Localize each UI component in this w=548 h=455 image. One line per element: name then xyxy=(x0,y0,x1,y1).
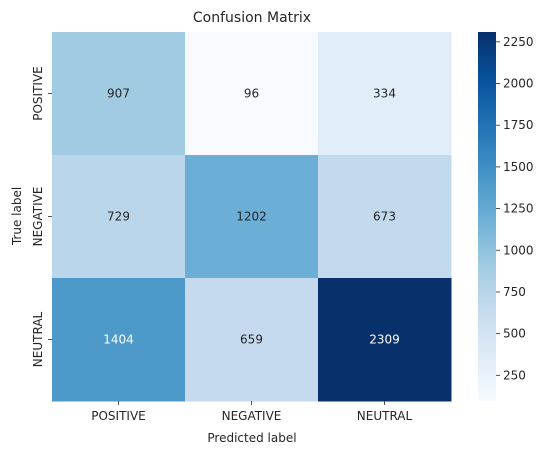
colorbar-tick-label: 250 xyxy=(503,368,526,382)
colorbar-ticks: 250 500 750 1000 1250 1500 1750 2000 2250 xyxy=(496,35,534,382)
colorbar-tick-label: 2250 xyxy=(503,35,534,49)
y-tick-label: POSITIVE xyxy=(31,66,45,121)
x-axis-ticks: POSITIVE NEGATIVE NEUTRAL xyxy=(91,401,413,423)
heatmap-cell xyxy=(185,278,319,402)
x-axis-label: Predicted label xyxy=(207,431,296,445)
cell-value-label: 96 xyxy=(244,87,259,101)
heatmap-cell xyxy=(52,32,186,156)
colorbar-tick-label: 500 xyxy=(503,327,526,341)
y-tick-label: NEGATIVE xyxy=(31,187,45,247)
y-tick-label: NEUTRAL xyxy=(31,311,45,367)
heatmap-cell xyxy=(52,278,186,402)
colorbar-tick-label: 1750 xyxy=(503,118,534,132)
y-axis-ticks: POSITIVE NEGATIVE NEUTRAL xyxy=(31,66,52,367)
heatmap-cell xyxy=(318,278,452,402)
colorbar-tick-label: 2000 xyxy=(503,77,534,91)
colorbar-tick-label: 750 xyxy=(503,285,526,299)
cell-value-label: 334 xyxy=(373,87,396,101)
heatmap-cell xyxy=(185,155,319,279)
cell-value-label: 729 xyxy=(107,210,130,224)
colorbar-tick-label: 1500 xyxy=(503,160,534,174)
cell-value-label: 1202 xyxy=(236,210,267,224)
x-tick-label: NEUTRAL xyxy=(357,409,413,423)
heatmap-cell xyxy=(52,155,186,279)
chart-title: Confusion Matrix xyxy=(193,10,311,26)
colorbar-tick-label: 1250 xyxy=(503,202,534,216)
cell-value-label: 659 xyxy=(240,333,263,347)
y-axis-label: True label xyxy=(10,187,24,246)
heatmap-cell xyxy=(318,32,452,156)
x-tick-label: NEGATIVE xyxy=(222,409,282,423)
heatmap-cell xyxy=(185,32,319,156)
x-tick-label: POSITIVE xyxy=(91,409,146,423)
colorbar-tick-label: 1000 xyxy=(503,243,534,257)
heatmap-cells: 907 96 334 729 1202 673 1404 659 2309 xyxy=(52,32,452,402)
cell-value-label: 2309 xyxy=(369,333,400,347)
cell-value-label: 907 xyxy=(107,87,130,101)
heatmap-cell xyxy=(318,155,452,279)
cell-value-label: 673 xyxy=(373,210,396,224)
colorbar xyxy=(478,32,496,401)
cell-value-label: 1404 xyxy=(103,333,134,347)
